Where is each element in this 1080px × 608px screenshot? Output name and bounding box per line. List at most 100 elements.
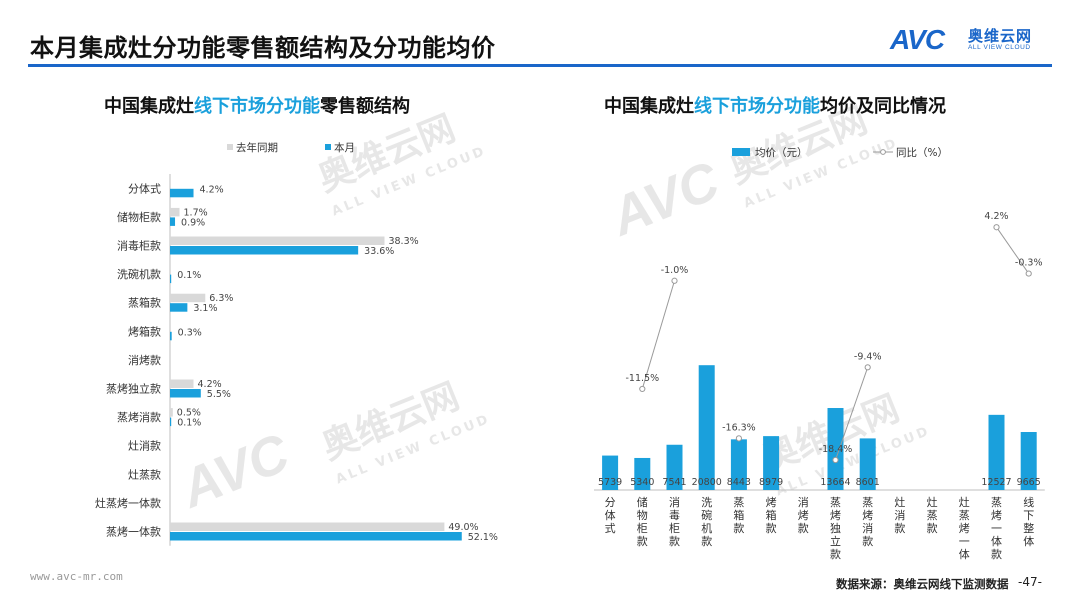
data-label-yoy: -9.4% [854,351,882,362]
category-label: 分体式 [605,496,616,535]
category-label: 分体式 [128,181,161,195]
bar-prior-year [170,408,173,417]
bar-prior-year [170,293,206,303]
data-label-avg-price: 12527 [981,477,1011,488]
bar-avg-price [634,457,651,490]
legend-swatch-current [325,144,331,150]
category-label: 蒸烤消款 [862,496,873,548]
data-label-avg-price: 8979 [759,477,783,488]
yoy-point [671,277,678,284]
legend-marker-yoy [880,149,886,155]
legend-label-current: 本月 [334,141,355,154]
bar-current-month [170,417,172,427]
bar-current-month [170,532,462,541]
data-label-current: 4.2% [200,184,224,195]
category-label: 储物柜款 [637,495,648,548]
bar-prior-year [170,522,445,531]
legend-label-avg-price: 均价（元） [755,147,808,159]
bar-current-month [170,331,172,341]
bar-prior-year [170,379,194,388]
category-label: 消毒柜款 [669,495,680,548]
data-label-avg-price: 8443 [727,477,751,488]
left-chart-title: 中国集成灶线下市场分功能零售额结构 [104,96,410,117]
category-label: 蒸烤一体款 [106,525,161,539]
data-label-current: 0.1% [177,270,201,281]
yoy-point [735,435,742,442]
bar-avg-price [763,436,780,490]
data-label-yoy: -1.0% [661,265,689,276]
bar-current-month [170,188,194,198]
bar-current-month [170,217,176,226]
data-label-current: 0.9% [181,217,205,228]
category-label: 蒸烤独立款 [106,382,161,396]
data-source: 数据来源：奥维云网线下监测数据 [836,577,1009,591]
data-label-yoy: -11.5% [625,373,659,384]
data-label-prior: 0.5% [177,408,201,419]
yoy-line-segment [996,226,1030,274]
data-label-avg-price: 5739 [598,477,622,488]
bar-current-month [170,303,188,312]
data-label-current: 0.1% [177,418,201,429]
data-label-yoy: 4.2% [984,211,1008,222]
data-label-prior: 6.3% [209,293,233,304]
category-label: 消烤款 [128,353,161,367]
category-label: 灶蒸款 [927,496,938,535]
data-label-yoy: -18.4% [819,444,853,455]
data-label-avg-price: 7541 [662,477,686,488]
yoy-point [993,224,1000,231]
yoy-point [864,364,871,371]
avc-logo: AVC 奥维云网 ALL VIEW CLOUD [890,24,1055,56]
category-label: 蒸烤一体款 [991,496,1002,560]
legend-swatch-avg-price [732,148,750,156]
header-rule [28,64,1052,67]
yoy-point [1025,270,1032,277]
footer-url[interactable]: www.avc-mr.com [30,570,123,583]
category-label: 蒸箱款 [128,296,161,310]
bar-avg-price [827,408,844,490]
bar-prior-year [170,236,385,245]
data-label-prior: 1.7% [184,207,208,218]
data-label-yoy: -16.3% [722,422,756,433]
yoy-point [639,385,646,393]
bar-current-month [170,274,172,284]
bar-current-month [170,246,359,255]
data-label-prior: 49.0% [448,522,478,533]
legend-label-yoy: 同比（%） [896,146,948,159]
logo-mark: AVC [890,24,945,55]
data-label-current: 0.3% [178,327,202,338]
data-label-current: 33.6% [364,246,394,257]
logo-cn: 奥维云网 [968,27,1033,45]
category-label: 储物柜款 [117,210,161,224]
right-chart-title: 中国集成灶线下市场分功能均价及同比情况 [604,96,946,117]
yoy-point [832,456,839,464]
data-label-prior: 38.3% [388,236,418,247]
right-combo-chart: 均价（元） 同比（%） 5739 分体式 5340 储物柜款 7541 消毒柜款 20800 洗碗… [594,146,1045,560]
yoy-line-segment [641,280,675,390]
yoy-line-segment [835,367,869,461]
bar-avg-price [602,455,619,490]
bar-avg-price [698,365,715,490]
category-label: 烤箱款 [766,495,777,535]
category-label: 洗碗机款 [701,496,712,548]
data-label-avg-price: 20800 [692,477,722,488]
page-number: -47- [1018,575,1042,589]
category-label: 烤箱款 [128,324,161,338]
category-label: 蒸箱款 [733,496,744,535]
bar-avg-price [1020,432,1037,490]
data-label-avg-price: 8601 [856,477,880,488]
legend-swatch-prior [227,144,233,150]
bar-avg-price [988,414,1005,490]
category-label: 灶蒸烤一体款 [95,496,161,510]
category-label: 线下整体 [1023,495,1034,548]
page-title: 本月集成灶分功能零售额结构及分功能均价 [30,34,496,62]
category-label: 洗碗机款 [117,267,161,281]
bar-current-month [170,389,201,398]
category-label: 灶消款 [128,439,161,453]
logo-en: ALL VIEW CLOUD [968,44,1031,51]
data-label-current: 5.5% [207,389,231,400]
category-label: 消毒柜款 [117,239,161,253]
category-label: 蒸烤独立款 [830,496,841,560]
bar-avg-price [730,439,747,490]
data-label-prior: 4.2% [198,379,222,390]
